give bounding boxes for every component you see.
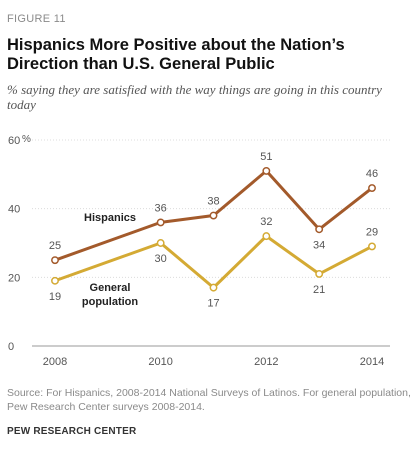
data-label: 17 — [207, 298, 219, 310]
data-label: 38 — [207, 196, 219, 208]
data-label: 51 — [260, 151, 272, 163]
data-label: 29 — [366, 226, 378, 238]
series-line — [54, 234, 373, 290]
x-tick-label: 2012 — [254, 356, 278, 368]
y-unit-label: % — [22, 134, 31, 145]
x-tick-label: 2010 — [148, 356, 172, 368]
series-line — [54, 169, 373, 262]
data-label: 36 — [155, 202, 167, 214]
data-point — [209, 211, 218, 220]
data-point — [262, 232, 271, 241]
data-point — [368, 184, 376, 193]
data-point — [262, 166, 271, 175]
data-label: 32 — [260, 216, 272, 228]
y-tick-label: 20 — [8, 272, 20, 284]
x-tick-label: 2014 — [360, 356, 384, 368]
data-label: 46 — [366, 168, 378, 180]
y-tick-label: 40 — [8, 204, 20, 216]
data-point — [315, 225, 324, 234]
data-point — [209, 283, 218, 292]
series-label-hispanics: Hispanics — [84, 212, 136, 224]
data-label: 34 — [313, 239, 325, 251]
data-point — [368, 242, 376, 251]
data-label: 30 — [155, 253, 167, 265]
y-tick-label: 0 — [8, 341, 14, 353]
x-tick-label: 2008 — [43, 356, 67, 368]
line-chart: 0 20 40 60% 2008 2010 2012 2014 25 36 38 51 34 46 19… — [8, 134, 390, 368]
organization-credit: PEW RESEARCH CENTER — [7, 426, 137, 437]
data-point — [156, 239, 165, 247]
chart-title: Hispanics More Positive about the Nation… — [7, 36, 345, 73]
data-label: 19 — [49, 291, 61, 303]
data-label: 21 — [313, 284, 325, 296]
figure-label: FIGURE 11 — [7, 13, 66, 25]
series-label-general-population: General population — [82, 282, 138, 308]
y-tick-label: 60 — [8, 135, 20, 147]
data-point — [51, 256, 59, 265]
data-point — [51, 276, 59, 285]
chart-subtitle: % saying they are satisfied with the way… — [7, 82, 382, 112]
data-point — [156, 218, 165, 227]
data-point — [315, 269, 324, 278]
source-note: Source: For Hispanics, 2008-2014 Nationa… — [7, 387, 411, 413]
data-label: 25 — [49, 240, 61, 252]
